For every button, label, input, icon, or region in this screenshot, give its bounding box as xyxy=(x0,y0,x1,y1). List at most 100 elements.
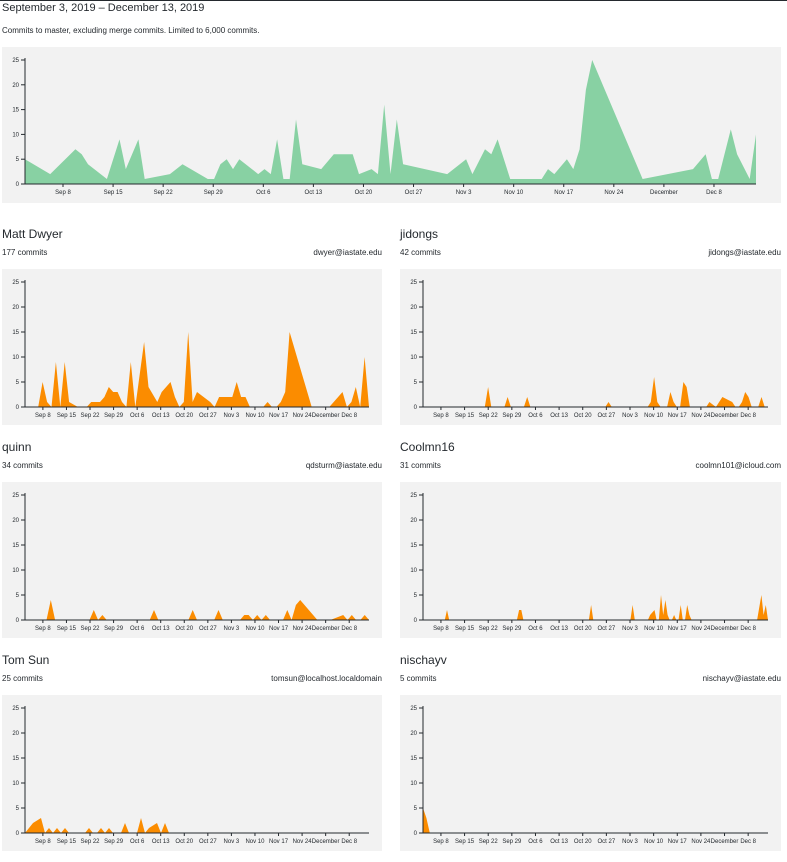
x-tick-label: Sep 8 xyxy=(35,626,51,632)
y-tick-label: 15 xyxy=(12,543,19,549)
x-tick-label: Oct 13 xyxy=(550,413,568,419)
commit-area-series xyxy=(25,332,369,407)
x-tick-label: Sep 15 xyxy=(104,190,124,196)
contributor-chart-matt-dwyer: 0 5 10 15 20 25 Sep 8 Sep 15 Sep 22 Sep 29 Oct 6 Oc… xyxy=(2,269,382,425)
y-tick-label: 5 xyxy=(16,593,20,599)
y-tick-label: 25 xyxy=(410,706,417,712)
x-tick-label: Sep 8 xyxy=(433,626,449,632)
contributor-name[interactable]: jidongs xyxy=(400,227,439,241)
contributor-name[interactable]: Matt Dwyer xyxy=(2,227,63,241)
contributor-chart-svg: 0 5 10 15 20 25 Sep 8 Sep 15 Sep 22 Sep 29 Oct 6 Oc… xyxy=(12,706,369,845)
x-tick-label: December xyxy=(312,626,340,632)
contributor-name[interactable]: Coolmn16 xyxy=(400,440,455,454)
x-tick-label: Nov 3 xyxy=(224,839,240,845)
x-tick-label: Nov 24 xyxy=(293,839,313,845)
contributor-name[interactable]: nischayv xyxy=(400,653,447,667)
contributor-email: tomsun@localhost.localdomain xyxy=(271,674,382,683)
x-tick-label: Nov 24 xyxy=(293,413,313,419)
x-tick-label: Sep 15 xyxy=(455,839,475,845)
x-tick-label: Nov 17 xyxy=(269,413,289,419)
x-tick-label: Oct 20 xyxy=(574,839,592,845)
x-tick-label: Nov 17 xyxy=(668,626,688,632)
date-range-title: September 3, 2019 – December 13, 2019 xyxy=(2,2,205,14)
x-tick-label: Nov 24 xyxy=(691,626,711,632)
y-tick-label: 5 xyxy=(414,806,418,812)
x-tick-label: Oct 13 xyxy=(152,839,170,845)
y-tick-label: 20 xyxy=(12,305,19,311)
contributor-name[interactable]: Tom Sun xyxy=(2,653,50,667)
contributor-commit-count: 25 commits xyxy=(2,674,43,683)
x-tick-label: Nov 24 xyxy=(293,626,313,632)
y-tick-label: 5 xyxy=(414,380,418,386)
x-tick-label: Oct 27 xyxy=(199,626,217,632)
x-tick-label: Oct 20 xyxy=(175,413,193,419)
contributor-chart-tom-sun: 0 5 10 15 20 25 Sep 8 Sep 15 Sep 22 Sep 29 Oct 6 Oc… xyxy=(2,695,382,851)
x-tick-label: Sep 22 xyxy=(479,839,499,845)
x-tick-label: Sep 8 xyxy=(433,839,449,845)
x-tick-label: Nov 10 xyxy=(245,413,265,419)
y-tick-label: 25 xyxy=(12,58,19,64)
y-tick-label: 5 xyxy=(16,380,20,386)
x-tick-label: Nov 17 xyxy=(269,839,289,845)
contributor-commit-count: 34 commits xyxy=(2,461,43,470)
contributor-chart-svg: 0 5 10 15 20 25 Sep 8 Sep 15 Sep 22 Sep 29 Oct 6 Oc… xyxy=(12,280,369,419)
commit-area-series xyxy=(25,60,756,184)
x-tick-label: Nov 24 xyxy=(604,190,624,196)
contributor-chart-jidongs: 0 5 10 15 20 25 Sep 8 Sep 15 Sep 22 Sep 29 Oct 6 Oc… xyxy=(400,269,781,425)
x-tick-label: Sep 22 xyxy=(81,839,101,845)
x-tick-label: Sep 22 xyxy=(81,626,101,632)
y-tick-label: 20 xyxy=(12,731,19,737)
x-tick-label: Nov 10 xyxy=(644,413,664,419)
contributor-chart-svg: 0 5 10 15 20 25 Sep 8 Sep 15 Sep 22 Sep 29 Oct 6 Oc… xyxy=(410,280,768,419)
x-tick-label: Oct 6 xyxy=(528,839,543,845)
contributor-commit-count: 5 commits xyxy=(400,674,437,683)
y-tick-label: 15 xyxy=(410,756,417,762)
y-tick-label: 20 xyxy=(410,305,417,311)
x-tick-label: Nov 10 xyxy=(644,839,664,845)
x-tick-label: Sep 22 xyxy=(81,413,101,419)
y-tick-label: 10 xyxy=(410,355,417,361)
x-tick-label: Dec 8 xyxy=(740,413,756,419)
y-tick-label: 0 xyxy=(414,831,418,837)
x-tick-label: Nov 10 xyxy=(644,626,664,632)
y-tick-label: 15 xyxy=(12,108,19,114)
x-tick-label: Dec 8 xyxy=(341,626,357,632)
y-tick-label: 15 xyxy=(410,330,417,336)
x-tick-label: Sep 8 xyxy=(433,413,449,419)
contributor-name[interactable]: quinn xyxy=(2,440,32,454)
y-tick-label: 5 xyxy=(16,806,20,812)
x-tick-label: Nov 3 xyxy=(224,413,240,419)
x-tick-label: Sep 8 xyxy=(35,413,51,419)
x-tick-label: Sep 29 xyxy=(502,626,522,632)
x-tick-label: Oct 6 xyxy=(528,413,543,419)
y-tick-label: 25 xyxy=(410,493,417,499)
x-tick-label: Nov 17 xyxy=(554,190,574,196)
x-tick-label: Oct 20 xyxy=(574,413,592,419)
x-tick-label: Sep 29 xyxy=(104,626,124,632)
y-tick-label: 25 xyxy=(410,280,417,286)
x-tick-label: Nov 3 xyxy=(224,626,240,632)
contributor-email: qdsturm@iastate.edu xyxy=(305,461,382,470)
commits-subtitle: Commits to master, excluding merge commi… xyxy=(2,26,260,35)
x-tick-label: Oct 27 xyxy=(405,190,423,196)
contributor-email: jidongs@iastate.edu xyxy=(708,248,781,257)
y-tick-label: 0 xyxy=(16,831,20,837)
x-tick-label: Nov 10 xyxy=(245,626,265,632)
y-tick-label: 0 xyxy=(16,618,20,624)
x-tick-label: Oct 6 xyxy=(256,190,271,196)
commit-area-series xyxy=(423,595,768,620)
y-tick-label: 20 xyxy=(410,518,417,524)
y-tick-label: 20 xyxy=(12,518,19,524)
x-tick-label: Oct 27 xyxy=(598,413,616,419)
contributor-chart-svg: 0 5 10 15 20 25 Sep 8 Sep 15 Sep 22 Sep 29 Oct 6 Oc… xyxy=(410,493,768,632)
y-tick-label: 0 xyxy=(414,405,418,411)
x-tick-label: December xyxy=(650,190,678,196)
x-tick-label: December xyxy=(312,413,340,419)
x-tick-label: Oct 20 xyxy=(574,626,592,632)
x-tick-label: Sep 22 xyxy=(154,190,174,196)
y-tick-label: 20 xyxy=(410,731,417,737)
x-tick-label: Nov 3 xyxy=(622,839,638,845)
y-tick-label: 25 xyxy=(12,280,19,286)
x-tick-label: Dec 8 xyxy=(341,839,357,845)
x-tick-label: Dec 8 xyxy=(740,626,756,632)
